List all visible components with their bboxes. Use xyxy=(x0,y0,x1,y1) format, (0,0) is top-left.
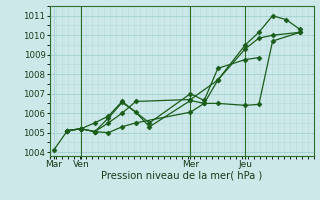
X-axis label: Pression niveau de la mer( hPa ): Pression niveau de la mer( hPa ) xyxy=(101,171,262,181)
